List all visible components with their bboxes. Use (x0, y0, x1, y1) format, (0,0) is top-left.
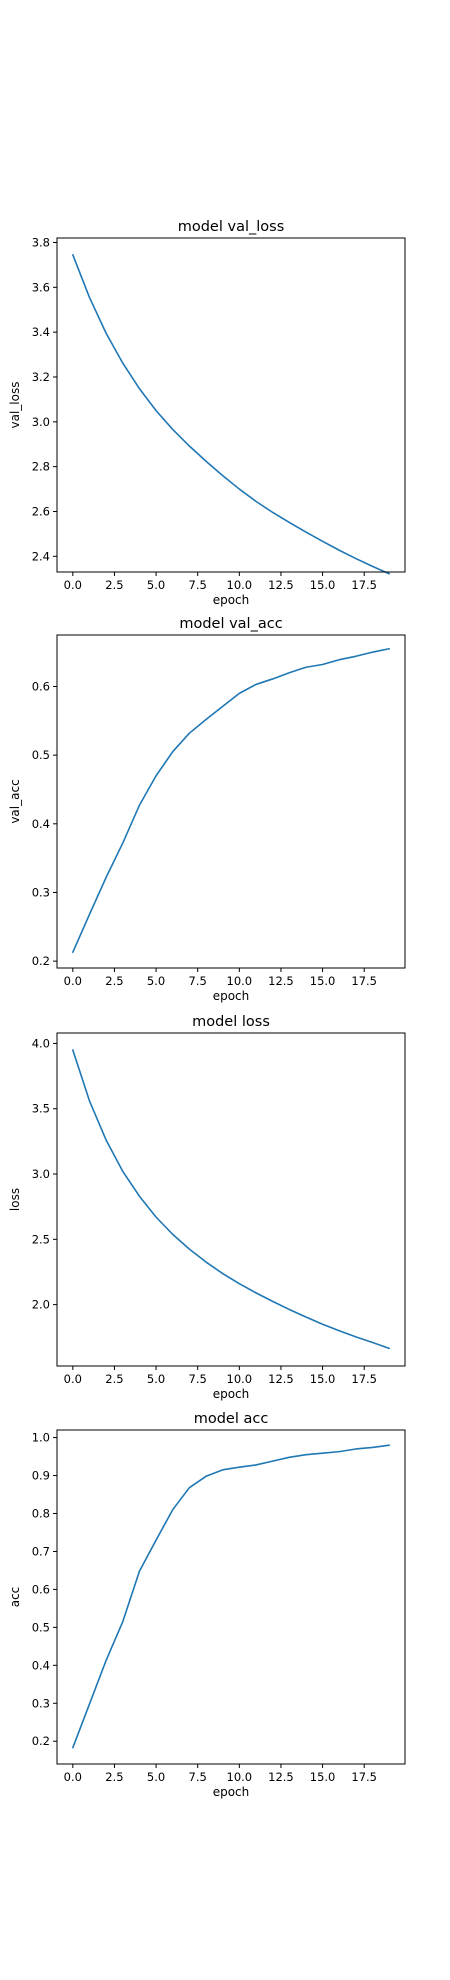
series-line (72, 1049, 390, 1350)
x-tick-label: 17.5 (351, 1770, 377, 1784)
x-tick-label: 15.0 (310, 974, 336, 988)
chart-title: model acc (194, 1411, 269, 1427)
y-tick-label: 0.3 (32, 1696, 50, 1710)
y-tick-label: 2.0 (32, 1298, 50, 1312)
x-tick-label: 5.0 (147, 1372, 165, 1386)
y-tick-label: 0.9 (32, 1469, 50, 1483)
x-tick-label: 5.0 (147, 1770, 165, 1784)
chart-title: model loss (192, 1014, 270, 1030)
axes-frame (56, 237, 406, 573)
x-tick-label: 15.0 (310, 1770, 336, 1784)
x-tick-label: 10.0 (227, 1372, 253, 1386)
x-tick-label: 12.5 (268, 1372, 294, 1386)
y-tick-label: 4.0 (32, 1036, 50, 1050)
y-tick-label: 2.4 (32, 549, 50, 563)
x-tick-label: 17.5 (351, 578, 377, 592)
axes-frame (56, 1429, 406, 1765)
axes-frame (56, 1032, 406, 1367)
subplot-1: model val_loss 0.0 2.5 5.0 7.5 10.0 12.5 15.0 17… (8, 219, 406, 607)
y-tick-label: 0.4 (32, 1658, 50, 1672)
y-tick-label: 0.4 (32, 817, 50, 831)
series-line (72, 647, 390, 954)
subplot-3: model loss 0.0 2.5 5.0 7.5 10.0 12.5 15.0 17.5 2.… (8, 1014, 406, 1401)
y-tick-label: 0.2 (32, 954, 50, 968)
series-line (72, 254, 390, 575)
x-axis-label: epoch (213, 1785, 250, 1799)
x-tick-label: 5.0 (147, 578, 165, 592)
y-tick-label: 0.6 (32, 679, 50, 693)
x-tick-label: 17.5 (351, 974, 377, 988)
y-tick-label: 0.5 (32, 1620, 50, 1634)
x-tick-label: 5.0 (147, 974, 165, 988)
y-tick-label: 3.2 (32, 370, 50, 384)
chart-title: model val_loss (178, 219, 285, 235)
y-tick-label: 2.8 (32, 460, 50, 474)
x-tick-label: 0.0 (64, 974, 82, 988)
x-tick-label: 12.5 (268, 974, 294, 988)
chart-title: model val_acc (179, 616, 282, 632)
x-tick-label: 0.0 (64, 1372, 82, 1386)
y-tick-label: 0.8 (32, 1507, 50, 1521)
x-tick-label: 15.0 (310, 578, 336, 592)
y-tick-label: 2.6 (32, 504, 50, 518)
x-tick-label: 10.0 (227, 578, 253, 592)
x-tick-label: 12.5 (268, 1770, 294, 1784)
x-tick-label: 7.5 (189, 578, 207, 592)
x-tick-label: 10.0 (227, 974, 253, 988)
x-tick-label: 2.5 (105, 1770, 123, 1784)
y-tick-label: 3.0 (32, 415, 50, 429)
y-tick-label: 0.7 (32, 1544, 50, 1558)
y-tick-label: 0.3 (32, 885, 50, 899)
x-axis-label: epoch (213, 989, 250, 1003)
x-tick-label: 0.0 (64, 1770, 82, 1784)
x-tick-label: 17.5 (351, 1372, 377, 1386)
x-tick-label: 12.5 (268, 578, 294, 592)
x-tick-label: 15.0 (310, 1372, 336, 1386)
x-tick-label: 10.0 (227, 1770, 253, 1784)
y-tick-label: 3.4 (32, 325, 50, 339)
x-axis-label: epoch (213, 1387, 250, 1401)
y-tick-label: 2.5 (32, 1232, 50, 1246)
y-tick-label: 3.8 (32, 235, 50, 249)
y-axis-label: val_acc (8, 779, 22, 823)
x-tick-label: 7.5 (189, 1372, 207, 1386)
y-tick-label: 0.6 (32, 1582, 50, 1596)
series-line (72, 1444, 390, 1749)
y-axis-label: loss (8, 1188, 22, 1211)
subplot-2: model val_acc 0.0 2.5 5.0 7.5 10.0 12.5 15.0 17.… (8, 616, 406, 1003)
x-tick-label: 0.0 (64, 578, 82, 592)
x-tick-label: 2.5 (105, 578, 123, 592)
y-tick-label: 1.0 (32, 1431, 50, 1445)
y-tick-label: 3.6 (32, 280, 50, 294)
y-tick-label: 3.5 (32, 1102, 50, 1116)
x-tick-label: 2.5 (105, 1372, 123, 1386)
y-axis-label: val_loss (8, 382, 22, 429)
y-tick-label: 3.0 (32, 1167, 50, 1181)
axes-frame (56, 634, 406, 969)
x-axis-label: epoch (213, 593, 250, 607)
y-tick-label: 0.2 (32, 1734, 50, 1748)
x-tick-label: 2.5 (105, 974, 123, 988)
x-tick-label: 7.5 (189, 974, 207, 988)
x-tick-label: 7.5 (189, 1770, 207, 1784)
y-tick-label: 0.5 (32, 748, 50, 762)
y-axis-label: acc (8, 1587, 22, 1608)
subplot-4: model acc 0.0 2.5 5.0 7.5 10.0 12.5 15.0 17.5 0.2… (8, 1411, 406, 1799)
